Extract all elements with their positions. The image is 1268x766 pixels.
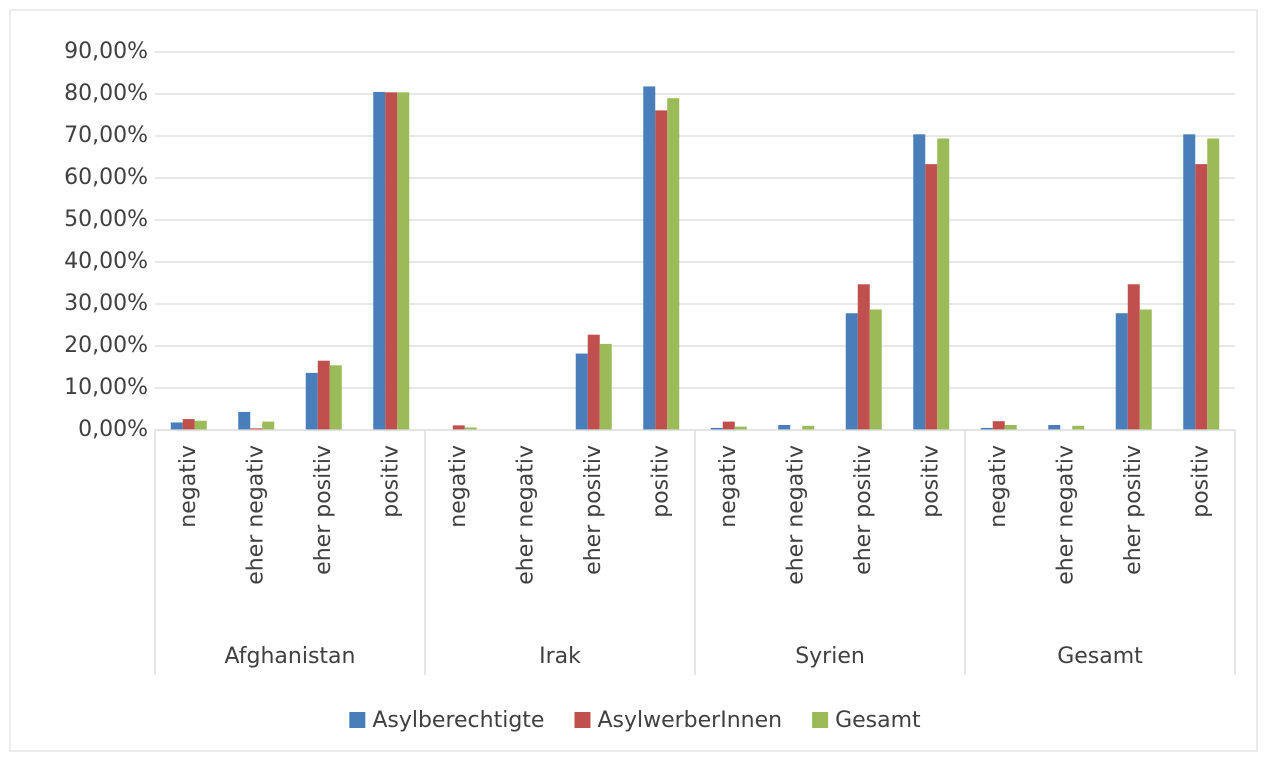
bar xyxy=(464,427,477,430)
bar xyxy=(1139,309,1152,430)
bar xyxy=(869,309,882,430)
x-tick-label: eher positiv xyxy=(1121,445,1146,575)
bar xyxy=(802,425,815,430)
x-tick-label: positiv xyxy=(378,445,403,518)
bar xyxy=(262,421,275,430)
bar xyxy=(937,138,950,430)
bar xyxy=(317,360,330,430)
bar xyxy=(452,425,465,430)
group-label: Gesamt xyxy=(1057,644,1143,669)
bar xyxy=(385,92,398,430)
bar xyxy=(913,134,926,430)
x-tick-label: positiv xyxy=(648,445,673,518)
bar xyxy=(710,427,723,430)
bar xyxy=(250,428,263,430)
bar xyxy=(329,365,342,430)
bar xyxy=(238,411,251,430)
y-tick-label: 0,00% xyxy=(78,417,148,442)
legend-swatch xyxy=(574,712,591,728)
bar xyxy=(1004,424,1017,430)
bar xyxy=(778,424,791,430)
x-tick-label: negativ xyxy=(716,445,741,528)
bar xyxy=(734,426,747,430)
x-tick-label: positiv xyxy=(1188,445,1213,518)
bar xyxy=(980,427,993,430)
y-tick-label: 30,00% xyxy=(64,291,148,316)
bar xyxy=(194,420,207,430)
x-tick-label: eher negativ xyxy=(1053,445,1078,585)
bar xyxy=(1048,424,1061,430)
group-label: Syrien xyxy=(795,644,865,669)
chart-border xyxy=(9,9,1258,752)
bar xyxy=(373,91,386,431)
group-label: Irak xyxy=(539,644,581,669)
x-tick-label: eher positiv xyxy=(311,445,336,575)
bar xyxy=(1207,138,1220,430)
legend-swatch xyxy=(812,712,829,728)
bar xyxy=(1183,134,1196,430)
bar xyxy=(1115,313,1128,430)
bar xyxy=(599,343,612,430)
y-tick-label: 60,00% xyxy=(64,165,148,190)
x-tick-label: negativ xyxy=(986,445,1011,528)
y-tick-label: 10,00% xyxy=(64,375,148,400)
y-tick-label: 40,00% xyxy=(64,249,148,274)
legend-label: AsylwerberInnen xyxy=(597,708,782,733)
bar xyxy=(925,164,938,430)
bar xyxy=(587,334,600,430)
bar xyxy=(1195,164,1208,430)
bar xyxy=(992,421,1005,430)
bar xyxy=(305,372,318,430)
bar xyxy=(575,353,588,430)
x-tick-label: eher negativ xyxy=(783,445,808,585)
x-tick-label: negativ xyxy=(446,445,471,528)
bar xyxy=(643,86,656,430)
legend-label: Asylberechtigte xyxy=(372,708,544,733)
group-label: Afghanistan xyxy=(225,644,356,669)
x-tick-label: eher negativ xyxy=(513,445,538,585)
bar xyxy=(722,421,735,430)
x-tick-label: eher positiv xyxy=(851,445,876,575)
bar xyxy=(1072,425,1085,430)
bar xyxy=(1127,284,1140,430)
y-tick-label: 90,00% xyxy=(64,39,148,64)
x-tick-label: positiv xyxy=(918,445,943,518)
y-tick-label: 20,00% xyxy=(64,333,148,358)
y-tick-label: 50,00% xyxy=(64,207,148,232)
bar xyxy=(182,419,195,430)
y-tick-label: 70,00% xyxy=(64,123,148,148)
bar xyxy=(667,98,680,430)
y-tick-label: 80,00% xyxy=(64,81,148,106)
bar xyxy=(857,284,870,430)
legend-label: Gesamt xyxy=(835,708,921,733)
bar xyxy=(397,92,410,430)
bar xyxy=(845,313,858,430)
x-tick-label: negativ xyxy=(176,445,201,528)
bar xyxy=(170,422,183,430)
bar xyxy=(655,110,668,430)
x-tick-label: eher negativ xyxy=(243,445,268,585)
x-tick-label: eher positiv xyxy=(581,445,606,575)
legend-swatch xyxy=(349,712,366,728)
